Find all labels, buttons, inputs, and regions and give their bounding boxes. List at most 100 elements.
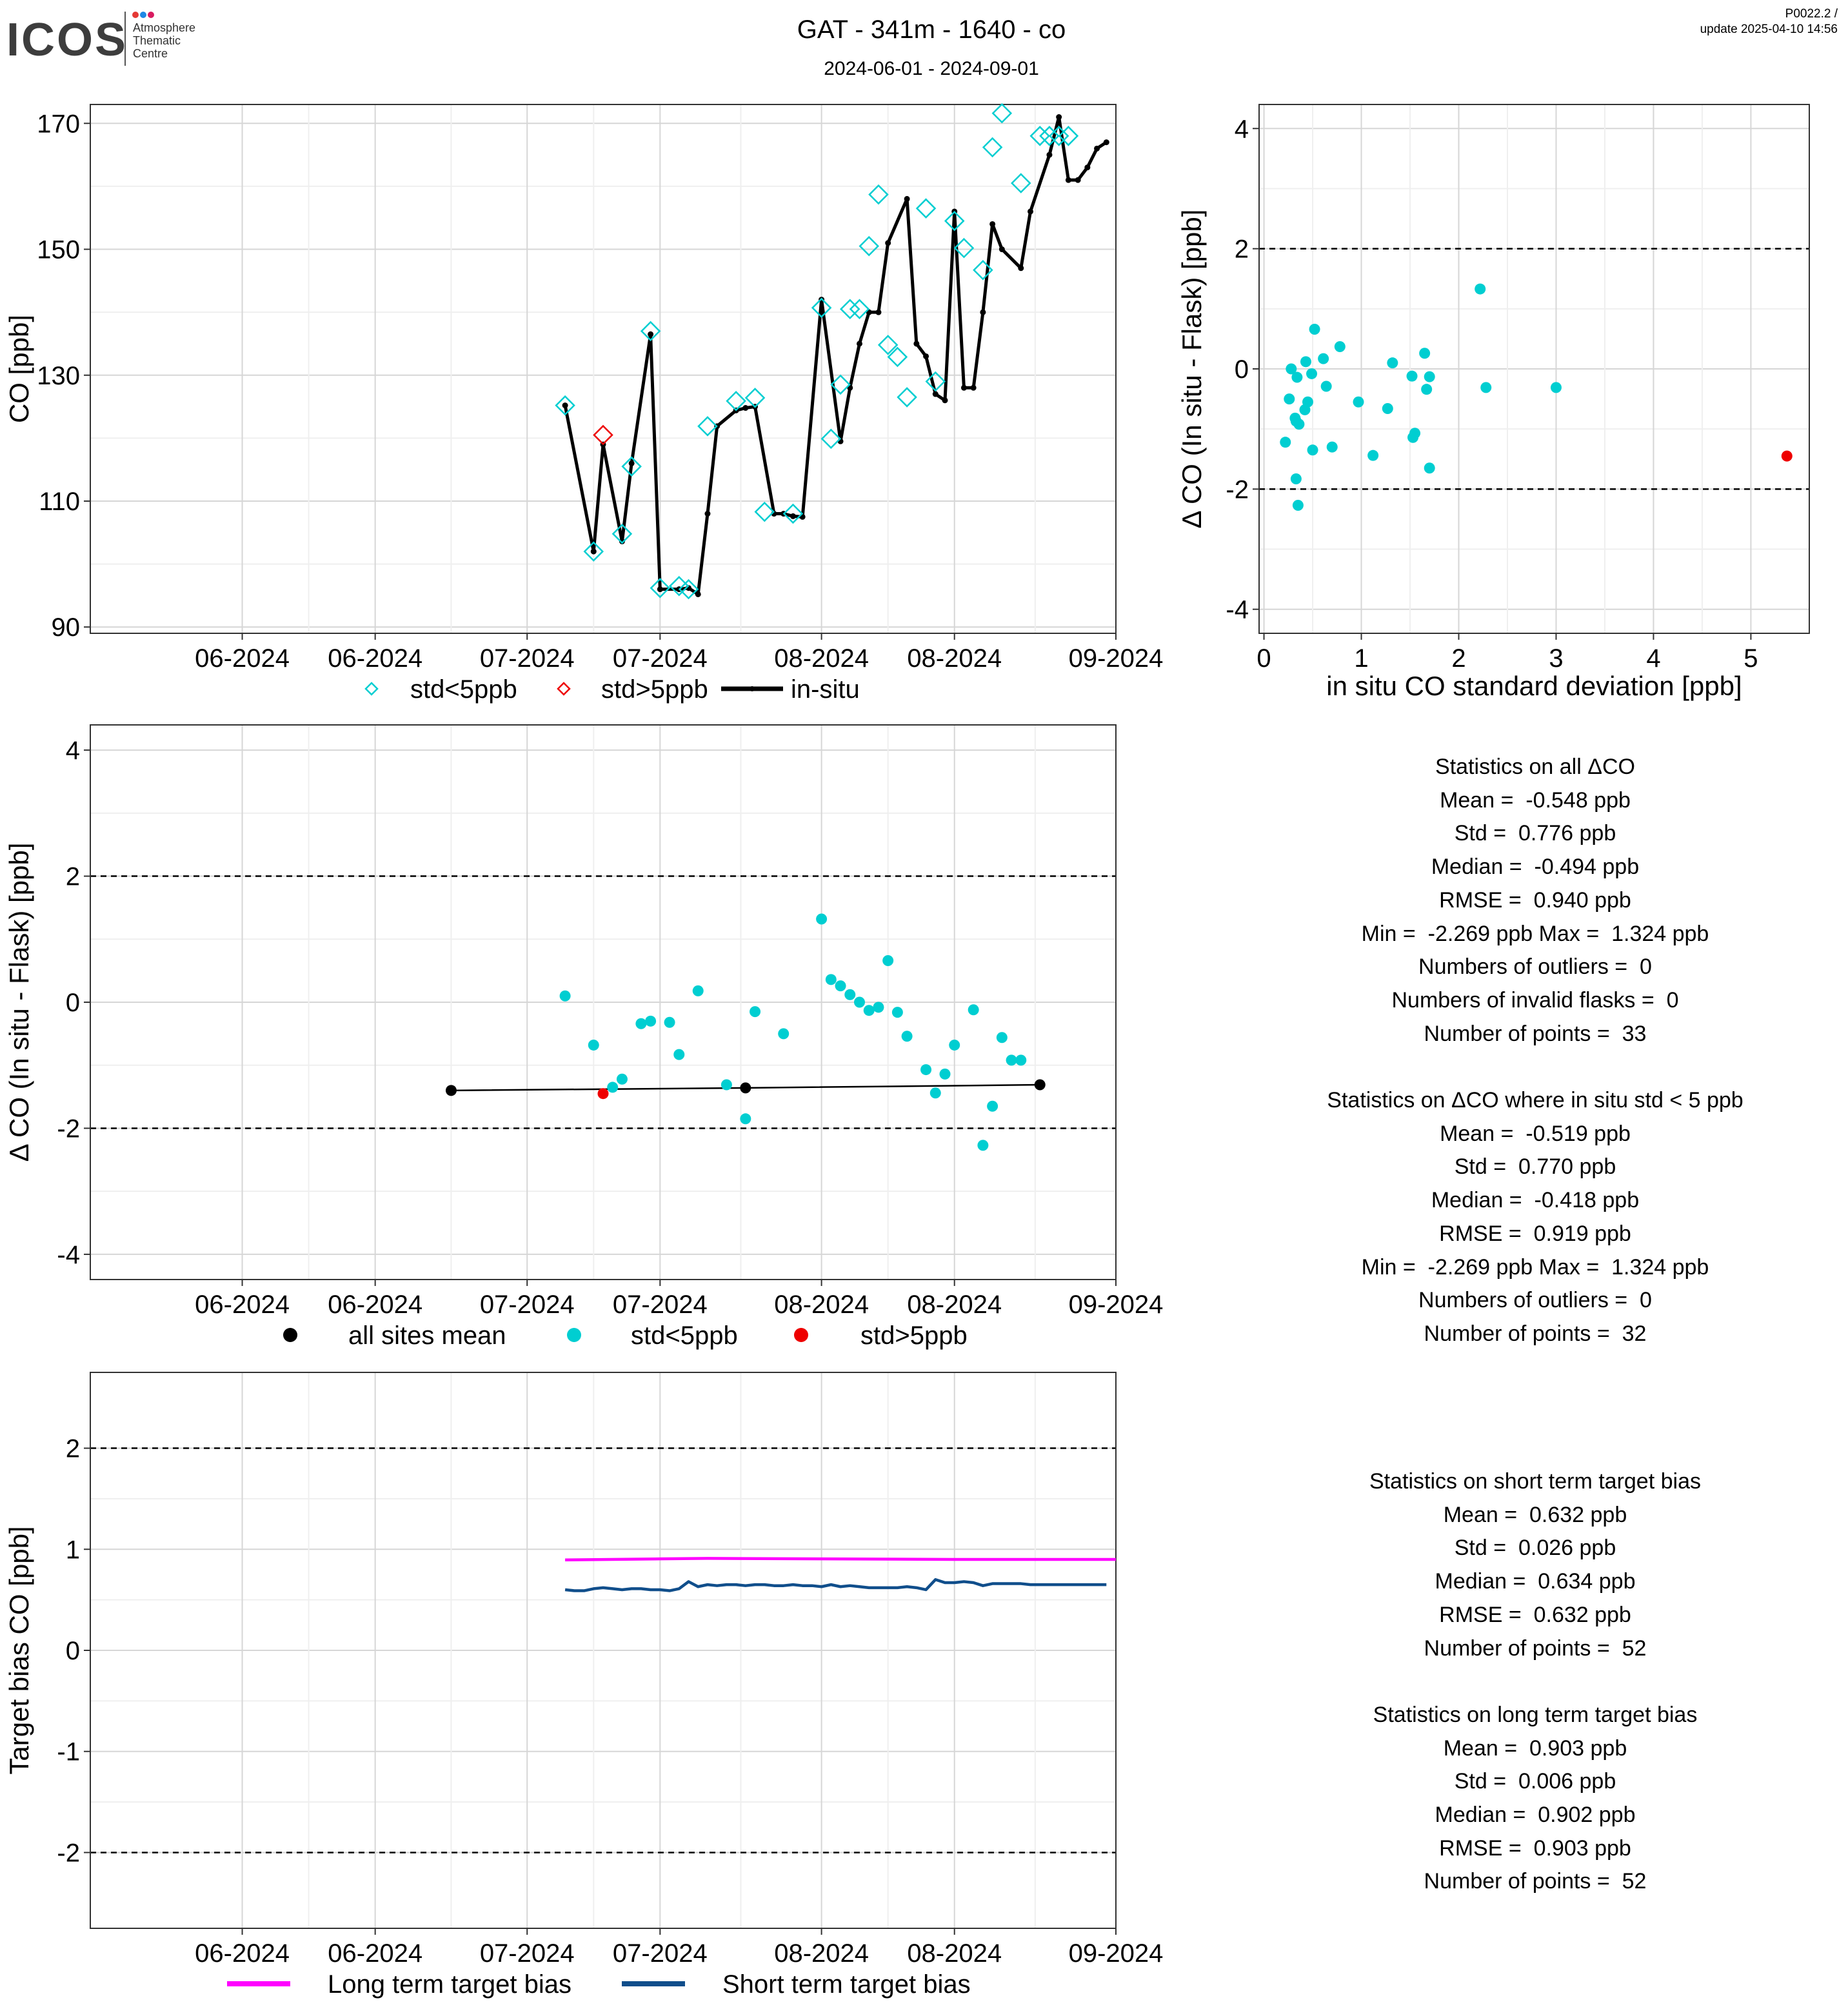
flask-diamond-marker <box>1029 126 1050 146</box>
flask-diamond-marker <box>925 371 946 392</box>
icos-logo: ICOS Atmosphere Thematic Centre <box>6 6 219 71</box>
y-tick-label: 0 <box>66 1637 80 1665</box>
y-tick-label: -1 <box>57 1738 80 1766</box>
delta-point <box>1280 437 1291 448</box>
stats-flask-line: Mean = -0.519 ppb <box>1440 1121 1631 1146</box>
logo-sub-line: Atmosphere <box>133 21 195 34</box>
flask-diamond-marker <box>849 299 870 320</box>
delta-point <box>692 985 704 996</box>
flask-diamond-marker <box>583 541 604 562</box>
in-situ-point <box>1056 114 1062 121</box>
stats-flask-line: Mean = -0.548 ppb <box>1440 787 1631 813</box>
version-label: P0022.2 / <box>1785 7 1838 21</box>
flask-diamond-marker <box>877 335 899 355</box>
flask-diamond-marker <box>1011 173 1031 193</box>
delta-point <box>778 1028 790 1040</box>
delta-point <box>1424 462 1435 474</box>
panel-co_timeseries: 90 110 130 150 170 06-2024 06-2024 07-2024 07-20… <box>4 103 1163 704</box>
legend-diamond-icon <box>364 682 379 696</box>
delta-point <box>1300 356 1311 368</box>
stats-target-line: Std = 0.006 ppb <box>1454 1769 1616 1794</box>
delta-point <box>673 1049 685 1060</box>
delta-point <box>1306 368 1318 379</box>
delta-point <box>588 1039 599 1051</box>
x-tick-label: 08-2024 <box>907 644 1002 673</box>
in-situ-point <box>562 402 568 409</box>
flask-diamond-marker <box>868 184 889 205</box>
stats-target-panel: Statistics on short term target bias Mean… <box>1245 1465 1825 1899</box>
flask-diamond-marker <box>1048 126 1069 146</box>
legend-label: std<5ppb <box>410 675 517 704</box>
delta-point <box>1318 353 1329 364</box>
delta-point <box>1419 348 1431 359</box>
delta-point <box>920 1064 932 1076</box>
delta-point <box>873 1002 884 1013</box>
x-tick-label: 3 <box>1549 644 1563 673</box>
flask-diamond-marker <box>820 428 842 450</box>
flask-diamond-marker <box>1058 126 1079 146</box>
in-situ-point <box>1046 152 1053 158</box>
delta-point <box>1406 370 1418 382</box>
flask-diamond-marker <box>726 391 746 411</box>
delta-point <box>939 1068 951 1080</box>
delta-point <box>1424 371 1435 382</box>
in-situ-point <box>742 405 749 411</box>
delta-point <box>968 1004 979 1016</box>
y-tick-label: -2 <box>57 1114 80 1143</box>
plot-frame <box>1258 104 1810 634</box>
in-situ-point <box>590 548 597 555</box>
logo-dot-icon <box>140 12 146 18</box>
x-tick-label: 0 <box>1257 644 1271 673</box>
delta-point <box>816 913 828 925</box>
stats-target-line: Mean = 0.632 ppb <box>1443 1502 1627 1527</box>
delta-point <box>1475 283 1486 295</box>
plot-frame <box>90 1372 1117 1929</box>
delta-point <box>664 1016 675 1028</box>
x-tick-label: 07-2024 <box>480 1290 575 1319</box>
panel-delta_vs_std: -4 -2 0 2 4 0 1 2 3 4 5 Δ CO (In situ - Flask) [ppb… <box>1177 104 1810 701</box>
flask-diamond-marker <box>973 259 993 281</box>
delta-point <box>1334 341 1346 353</box>
flask-diamond-marker <box>744 388 766 408</box>
y-axis-label: Δ CO (In situ - Flask) [ppb] <box>1177 210 1207 529</box>
plot-frame <box>90 104 1117 634</box>
delta-point <box>1290 473 1302 485</box>
y-tick-label: 4 <box>66 737 80 765</box>
stats-flask-line: RMSE = 0.919 ppb <box>1439 1221 1631 1246</box>
delta-point <box>1550 382 1562 393</box>
y-tick-label: -2 <box>1226 475 1249 504</box>
y-tick-label: -4 <box>1226 596 1249 624</box>
x-tick-label: 08-2024 <box>907 1939 1002 1968</box>
stats-flask-line: Numbers of outliers = 0 <box>1418 1288 1652 1313</box>
all-sites-mean-point <box>1034 1079 1046 1091</box>
x-tick-label: 07-2024 <box>480 1939 575 1968</box>
x-tick-label: 09-2024 <box>1069 1939 1164 1968</box>
legend-label: std>5ppb <box>601 675 708 704</box>
long-term-bias-line <box>565 1557 1116 1561</box>
flask-diamond-marker <box>555 395 575 416</box>
flask-diamond-marker <box>697 416 718 437</box>
in-situ-point <box>1028 208 1033 215</box>
in-situ-point <box>913 341 920 347</box>
in-situ-point <box>1084 164 1091 171</box>
x-tick-label: 06-2024 <box>195 1290 290 1319</box>
delta-point <box>1292 500 1304 511</box>
delta-point <box>987 1100 999 1112</box>
x-tick-label: 06-2024 <box>328 1290 422 1319</box>
y-tick-label: 2 <box>1235 235 1249 264</box>
all-sites-mean-point <box>445 1085 457 1096</box>
x-tick-label: 08-2024 <box>907 1290 1002 1319</box>
delta-point <box>825 974 837 985</box>
legend-dot-icon <box>567 1328 581 1342</box>
y-tick-label: 150 <box>37 236 80 264</box>
flask-diamond-marker <box>887 346 908 368</box>
delta-point <box>977 1140 989 1151</box>
x-tick-label: 4 <box>1646 644 1660 673</box>
y-tick-label: 90 <box>52 613 81 642</box>
page-subtitle: 2024-06-01 - 2024-09-01 <box>824 58 1039 79</box>
delta-point <box>1309 324 1320 335</box>
delta-point <box>996 1032 1008 1043</box>
in-situ-point <box>1065 177 1071 183</box>
stats-flask-line: Number of points = 33 <box>1424 1021 1647 1046</box>
